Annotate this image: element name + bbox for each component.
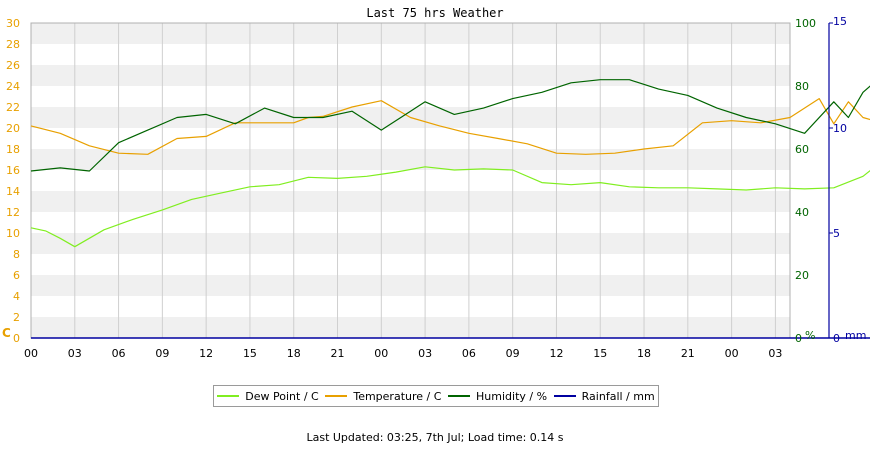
- right2-tick-label: 5: [833, 227, 840, 240]
- x-tick-label: 09: [155, 347, 169, 360]
- x-tick-label: 03: [418, 347, 432, 360]
- series-lines: [30, 79, 870, 339]
- plot-band: [31, 191, 790, 212]
- left-tick-label: 22: [6, 101, 20, 114]
- legend-item-dew-point: Dew Point / C: [217, 389, 319, 403]
- plot-band: [31, 317, 790, 338]
- x-tick-label: 03: [768, 347, 782, 360]
- legend-item-temperature: Temperature / C: [325, 390, 441, 403]
- right1-tick-label: 100: [795, 17, 816, 30]
- right1-tick-label: 20: [795, 269, 809, 282]
- series-line: [30, 79, 870, 172]
- left-tick-label: 18: [6, 143, 20, 156]
- left-tick-label: 12: [6, 206, 20, 219]
- legend-swatch: [448, 395, 471, 397]
- right1-tick-label: 0: [795, 332, 802, 345]
- left-tick-label: 28: [6, 38, 20, 51]
- legend-label: Dew Point / C: [245, 389, 319, 403]
- plot-band: [31, 233, 790, 254]
- chart-title: Last 75 hrs Weather: [366, 6, 503, 20]
- plot-band: [31, 65, 790, 86]
- legend-item-humidity: Humidity / %: [448, 390, 547, 403]
- left-tick-label: 2: [13, 311, 20, 324]
- left-tick-label: 0: [13, 332, 20, 345]
- left-tick-label: 14: [6, 185, 20, 198]
- x-tick-label: 00: [725, 347, 739, 360]
- plot-band: [31, 275, 790, 296]
- x-tick-label: 06: [112, 347, 126, 360]
- left-tick-label: 26: [6, 59, 20, 72]
- x-tick-label: 09: [506, 347, 520, 360]
- legend-label: Humidity / %: [476, 389, 548, 403]
- left-tick-label: 6: [13, 269, 20, 282]
- x-tick-label: 00: [24, 347, 38, 360]
- right1-tick-label: 80: [795, 80, 809, 93]
- left-tick-label: 24: [6, 80, 20, 93]
- right1-tick-label: 60: [795, 143, 809, 156]
- x-tick-label: 21: [681, 347, 695, 360]
- plot-bands: [31, 23, 790, 338]
- legend-label: Rainfall / mm: [581, 389, 655, 403]
- right2-axis-unit: mm: [845, 329, 866, 342]
- series-line: [30, 97, 870, 155]
- footer-status: Last Updated: 03:25, 7th Jul; Load time:…: [306, 431, 564, 444]
- left-tick-label: 20: [6, 122, 20, 135]
- legend-swatch: [217, 395, 240, 397]
- plot-band: [31, 149, 790, 170]
- right1-axis-unit: %: [805, 329, 815, 342]
- left-tick-label: 10: [6, 227, 20, 240]
- left-tick-label: 16: [6, 164, 20, 177]
- left-tick-label: 4: [13, 290, 20, 303]
- plot-band: [31, 23, 790, 44]
- left-tick-label: 8: [13, 248, 20, 261]
- left-tick-label: 30: [6, 17, 20, 30]
- x-tick-label: 00: [374, 347, 388, 360]
- legend-item-rainfall: Rainfall / mm: [553, 389, 655, 403]
- series-line: [30, 166, 870, 248]
- x-tick-label: 15: [243, 347, 257, 360]
- vertical-gridlines: [74, 23, 776, 338]
- x-tick-label: 12: [549, 347, 563, 360]
- right2-tick-label: 15: [833, 15, 847, 28]
- legend-swatch: [553, 395, 576, 397]
- x-tick-label: 18: [287, 347, 301, 360]
- legend: Dew Point / C Temperature / C Humidity /…: [213, 385, 659, 407]
- legend-label: Temperature / C: [353, 389, 442, 403]
- legend-swatch: [325, 395, 348, 397]
- x-tick-label: 03: [68, 347, 82, 360]
- right2-tick-label: 10: [833, 122, 847, 135]
- right2-tick-label: 0: [833, 332, 840, 345]
- right1-tick-label: 40: [795, 206, 809, 219]
- x-tick-label: 15: [593, 347, 607, 360]
- x-tick-label: 18: [637, 347, 651, 360]
- x-tick-label: 12: [199, 347, 213, 360]
- x-tick-label: 21: [331, 347, 345, 360]
- axes: 00 03 06 09 12 15 18 21 00 03 06 09 12 15 18 21 00 030246…: [6, 15, 847, 360]
- x-tick-label: 06: [462, 347, 476, 360]
- left-axis-unit: C: [2, 326, 11, 340]
